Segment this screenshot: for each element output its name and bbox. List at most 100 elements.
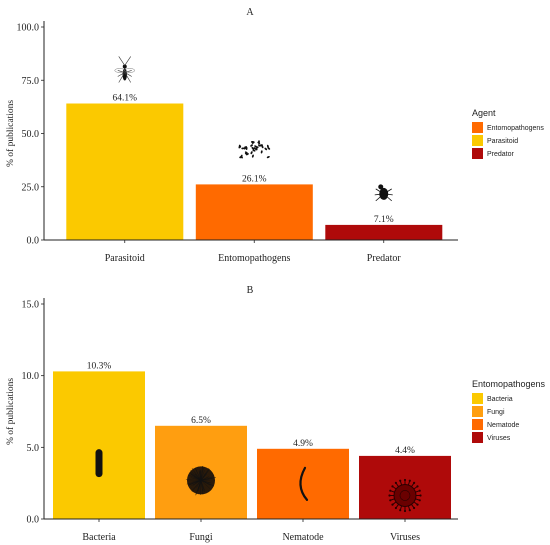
virus-spike: [392, 501, 397, 505]
wasp-body: [122, 68, 127, 81]
fungus-hypha: [191, 477, 202, 481]
bar-nematode: [257, 448, 349, 519]
panel-title: B: [247, 285, 254, 296]
virus-spike: [411, 483, 415, 487]
virus-spike-tip: [389, 489, 392, 492]
fungus-colony-icon: [185, 465, 217, 496]
fungus-hypha: [195, 468, 202, 481]
legend-label: Predator: [487, 151, 515, 158]
y-axis-title: % of publications: [5, 100, 16, 167]
y-tick-label: 75.0: [22, 76, 40, 87]
fungus-hypha: [200, 467, 210, 481]
virus-spike: [390, 498, 395, 501]
legend-swatch: [472, 393, 483, 404]
fungus-hypha: [194, 473, 202, 481]
data-label: 7.1%: [374, 215, 394, 225]
legend-swatch: [472, 122, 483, 133]
virus-spike-tip: [413, 506, 416, 510]
fungus-hypha: [200, 480, 205, 493]
virus-spike: [399, 505, 403, 510]
panel-a: A % of publications 0.0 25.0 50.0 75.0 100.0 64…: [5, 7, 544, 264]
beetle-leg: [375, 193, 385, 202]
fungus-hypha: [200, 465, 203, 481]
virus-capsid: [393, 483, 417, 507]
spore: [244, 146, 247, 149]
beetle-leg: [374, 193, 384, 196]
spore: [266, 144, 269, 148]
wasp-leg: [118, 72, 126, 83]
spore: [260, 150, 263, 154]
fungus-hypha: [191, 480, 202, 491]
fungus-hypha: [188, 480, 202, 485]
wasp-leg: [117, 72, 125, 77]
wasp-antenna: [124, 56, 131, 66]
spore: [250, 144, 253, 147]
beetle-leg: [375, 188, 384, 195]
data-label: 6.5%: [191, 416, 211, 426]
wasp-antenna: [118, 56, 125, 66]
fungus-hypha: [200, 470, 205, 481]
spore: [264, 147, 268, 151]
virus-spike-tip: [399, 509, 402, 512]
y-tick-label: 100.0: [17, 23, 40, 34]
bacterium-cell: [95, 449, 103, 478]
data-label: 4.9%: [293, 439, 313, 449]
virus-spike: [413, 501, 418, 505]
legend: Agent Entomopathogens Parasitoid Predator: [472, 108, 544, 159]
virus-spike-tip: [394, 481, 397, 484]
virus-spike: [395, 504, 399, 508]
data-label: 64.1%: [112, 93, 137, 103]
virus-spike: [407, 481, 411, 486]
fungus-hypha: [200, 477, 217, 481]
fungus-hypha: [191, 480, 202, 486]
bar-predator: [325, 224, 443, 240]
wasp-wing: [124, 68, 135, 73]
spore: [266, 156, 270, 159]
y-tick-label: 0.0: [27, 515, 40, 526]
fungus-hypha: [200, 480, 204, 492]
spore: [252, 149, 256, 152]
legend-label: Bacteria: [487, 396, 513, 403]
fungus-hypha: [196, 480, 202, 488]
virus-spike: [399, 481, 403, 486]
legend-label: Viruses: [487, 435, 511, 442]
virus-spike-tip: [413, 481, 416, 484]
bar-bacteria: [53, 371, 145, 519]
legend-swatch: [472, 135, 483, 146]
virus-spike-tip: [389, 499, 392, 502]
spore: [255, 146, 259, 149]
legend-label: Entomopathogens: [487, 125, 544, 132]
legend-swatch: [472, 419, 483, 430]
panel-title: A: [246, 7, 254, 18]
spore: [251, 141, 255, 144]
y-axis-title: % of publications: [5, 378, 16, 445]
legend-swatch: [472, 406, 483, 417]
virus-spike-tip: [408, 479, 411, 482]
fungus-hypha: [195, 480, 202, 496]
x-tick-label: Viruses: [390, 532, 420, 543]
fungus-hypha: [200, 476, 209, 481]
fungus-hypha: [192, 480, 202, 483]
spores-icon: [238, 140, 271, 159]
virus-spike-tip: [388, 494, 391, 497]
virus-spike: [407, 505, 411, 510]
virus-spike-tip: [418, 489, 421, 492]
virus-spike: [413, 486, 418, 490]
spore: [250, 151, 253, 155]
x-tick-label: Parasitoid: [105, 253, 145, 264]
y-tick-label: 15.0: [22, 300, 40, 311]
spore: [238, 145, 241, 149]
virus-spike-tip: [399, 479, 402, 482]
y-tick-label: 10.0: [22, 371, 40, 382]
spore: [254, 145, 258, 148]
legend-title: Entomopathogens: [472, 379, 546, 389]
virus-spike: [392, 486, 397, 490]
wasp-head: [122, 64, 127, 69]
x-tick-label: Nematode: [282, 532, 324, 543]
beetle-leg: [383, 188, 392, 195]
fungus-hypha: [185, 479, 202, 481]
fungus-hypha: [199, 470, 202, 481]
y-tick-label: 0.0: [27, 236, 40, 247]
virus-icon: [388, 478, 422, 513]
